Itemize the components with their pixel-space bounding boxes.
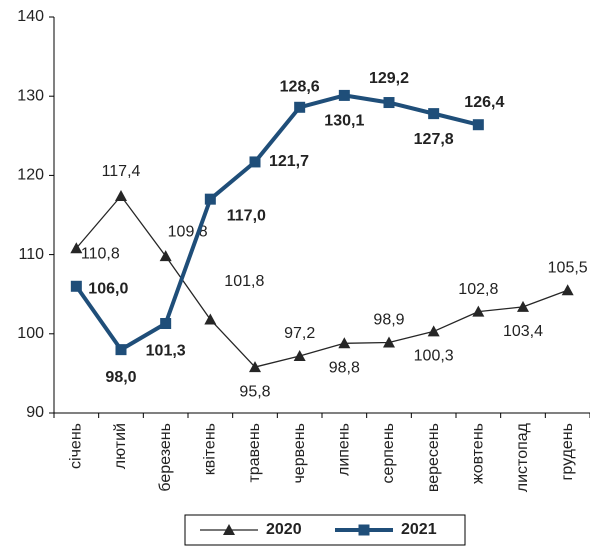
- data-label: 100,3: [414, 348, 454, 365]
- data-label: 98,9: [373, 312, 404, 329]
- y-tick-label: 110: [18, 246, 44, 263]
- data-label: 110,8: [81, 245, 120, 262]
- marker: [204, 313, 217, 325]
- data-label: 127,8: [414, 131, 454, 148]
- data-label: 126,4: [464, 94, 504, 111]
- legend-label: 2021: [401, 521, 437, 538]
- x-tick-label: квітень: [202, 423, 219, 475]
- x-tick-label: листопад: [514, 422, 531, 492]
- legend-label: 2020: [266, 521, 302, 538]
- marker: [561, 284, 574, 296]
- y-tick-label: 140: [17, 8, 44, 25]
- marker: [428, 108, 440, 120]
- marker: [70, 242, 83, 254]
- data-label: 101,3: [146, 343, 186, 360]
- x-tick-label: грудень: [559, 423, 576, 480]
- data-label: 129,2: [369, 70, 409, 87]
- data-label: 101,8: [224, 273, 264, 290]
- marker: [159, 250, 172, 262]
- marker: [472, 119, 484, 131]
- marker: [115, 344, 127, 356]
- marker: [70, 280, 82, 292]
- x-tick-label: травень: [246, 423, 263, 483]
- x-tick-label: червень: [291, 423, 308, 484]
- y-tick-label: 100: [17, 325, 44, 342]
- marker: [472, 305, 485, 317]
- marker: [427, 325, 440, 337]
- marker: [383, 336, 395, 348]
- marker: [294, 101, 306, 113]
- marker: [293, 349, 306, 361]
- marker: [338, 89, 350, 101]
- series-line: [74, 93, 479, 352]
- x-tick-label: липень: [336, 423, 353, 476]
- data-label: 97,2: [284, 325, 315, 342]
- data-label: 117,4: [102, 163, 141, 180]
- marker: [204, 193, 216, 205]
- marker: [160, 318, 172, 330]
- data-label: 95,8: [239, 383, 270, 400]
- marker: [249, 156, 261, 168]
- data-label: 117,0: [227, 207, 266, 224]
- marker: [115, 189, 127, 201]
- x-tick-label: лютий: [112, 423, 129, 469]
- data-label: 121,7: [269, 153, 309, 170]
- x-tick-label: січень: [68, 423, 85, 469]
- data-label: 105,5: [548, 259, 588, 276]
- x-tick-label: березень: [157, 423, 174, 492]
- marker: [383, 97, 395, 109]
- y-tick-label: 130: [17, 87, 44, 104]
- data-label: 102,8: [458, 281, 498, 298]
- y-tick-label: 120: [17, 167, 44, 184]
- data-label: 106,0: [88, 280, 128, 297]
- marker: [223, 524, 235, 535]
- marker: [517, 300, 529, 312]
- data-label: 130,1: [324, 113, 364, 130]
- marker: [358, 524, 370, 536]
- data-label: 128,6: [280, 79, 320, 96]
- y-tick-label: 90: [26, 404, 44, 421]
- x-tick-label: серпень: [380, 423, 397, 484]
- x-tick-label: вересень: [425, 423, 442, 492]
- data-label: 98,8: [329, 360, 360, 377]
- data-label: 103,4: [503, 323, 543, 340]
- series-line: [75, 195, 568, 368]
- marker: [338, 337, 351, 349]
- marker: [249, 361, 261, 373]
- data-label: 98,0: [105, 369, 136, 386]
- x-tick-label: жовтень: [470, 423, 487, 484]
